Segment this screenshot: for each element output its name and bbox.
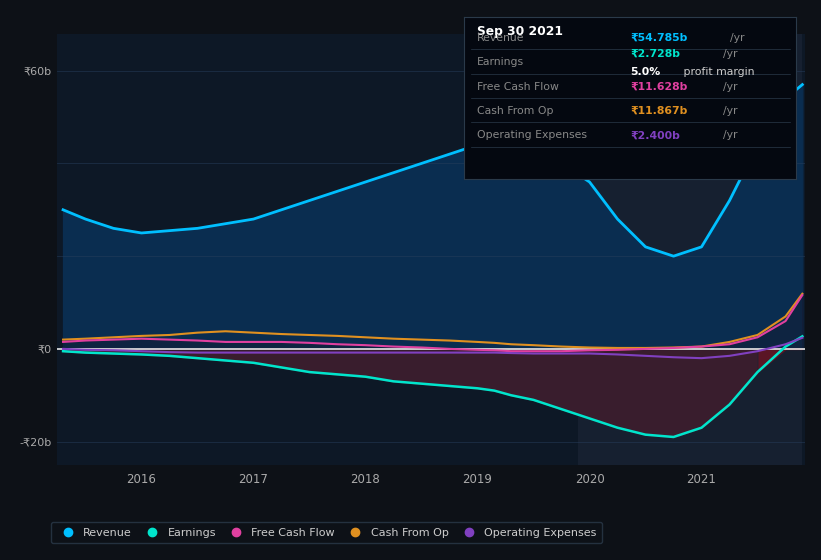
Text: /yr: /yr: [723, 130, 738, 141]
Text: profit margin: profit margin: [680, 67, 754, 77]
Text: /yr: /yr: [723, 106, 738, 116]
Text: Operating Expenses: Operating Expenses: [477, 130, 587, 141]
Bar: [578, 34, 802, 465]
Text: ₹2.728b: ₹2.728b: [631, 49, 680, 59]
Text: Cash From Op: Cash From Op: [477, 106, 553, 116]
Text: Earnings: Earnings: [477, 57, 525, 67]
Text: /yr: /yr: [723, 82, 738, 92]
Text: Revenue: Revenue: [477, 33, 525, 43]
Text: ₹2.400b: ₹2.400b: [631, 130, 680, 141]
Text: Free Cash Flow: Free Cash Flow: [477, 82, 559, 92]
Text: ₹11.628b: ₹11.628b: [631, 82, 687, 92]
Text: /yr: /yr: [723, 49, 738, 59]
Text: 5.0%: 5.0%: [631, 67, 660, 77]
Text: Sep 30 2021: Sep 30 2021: [477, 25, 563, 38]
Text: /yr: /yr: [730, 33, 745, 43]
Text: ₹54.785b: ₹54.785b: [631, 33, 687, 43]
Text: ₹11.867b: ₹11.867b: [631, 106, 687, 116]
Legend: Revenue, Earnings, Free Cash Flow, Cash From Op, Operating Expenses: Revenue, Earnings, Free Cash Flow, Cash …: [51, 522, 602, 543]
